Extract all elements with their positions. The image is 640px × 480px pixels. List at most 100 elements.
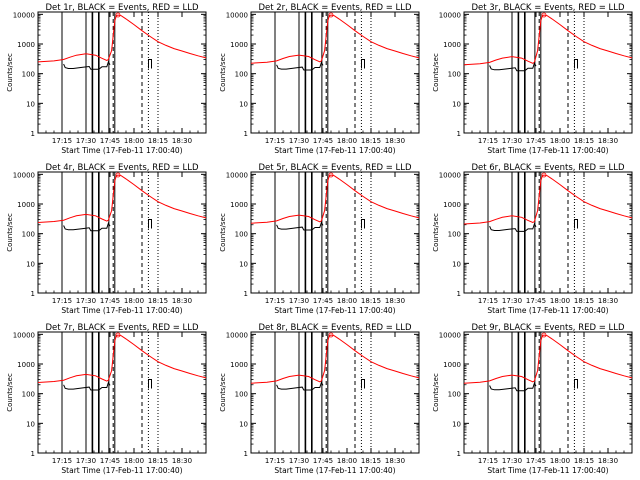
lld-series-line [37,334,207,383]
y-tick-label: 100 [448,71,461,79]
x-tick-label: 18:00 [550,297,570,305]
x-tick-label: 17:15 [265,297,285,305]
events-fragment [361,59,365,69]
panel-title: Det 7r, BLACK = Events, RED = LLD [45,323,199,333]
x-tick-label: 18:15 [574,137,594,145]
x-tick-label: 18:00 [124,457,144,465]
y-tick-label: 10 [26,420,35,428]
events-series-line [489,381,537,392]
y-tick-label: 1000 [230,361,248,369]
y-axis-label: Counts/sec [219,53,227,92]
events-fragment [148,219,152,229]
lld-series-line [463,14,633,66]
y-tick-label: 1000 [443,41,461,49]
x-tick-label: 18:15 [361,457,381,465]
plot-frame [37,171,207,294]
events-series-line [489,222,537,232]
y-tick-label: 1000 [443,201,461,209]
x-tick-label: 17:30 [502,457,522,465]
y-tick-label: 100 [448,231,461,239]
x-tick-label: 17:30 [502,137,522,145]
x-tick-label: 17:45 [313,457,333,465]
y-tick-label: 10000 [439,11,461,19]
x-tick-label: 17:15 [265,457,285,465]
events-fragment [148,379,152,389]
lld-peak-marker [115,172,121,178]
x-axis-label: Start Time (17-Feb-11 17:00:40) [487,466,608,475]
x-tick-label: 17:15 [478,297,498,305]
panel-title: Det 6r, BLACK = Events, RED = LLD [471,163,625,173]
y-tick-label: 10000 [226,11,248,19]
x-tick-label: 18:00 [550,137,570,145]
panel-chart: Det 1r, BLACK = Events, RED = LLD 1 10 100 1… [6,3,207,155]
events-fragment [148,59,152,69]
x-tick-label: 18:15 [361,297,381,305]
lld-peak-marker [115,332,121,338]
x-tick-label: 17:15 [478,137,498,145]
y-tick-label: 10000 [13,331,35,339]
y-tick-label: 1 [457,450,461,458]
y-tick-label: 1000 [17,361,35,369]
x-tick-label: 18:30 [172,297,192,305]
x-tick-label: 17:30 [289,137,309,145]
y-axis-label: Counts/sec [219,373,227,412]
x-tick-label: 17:45 [526,137,546,145]
y-tick-label: 1 [31,450,35,458]
events-fragment [361,219,365,229]
y-tick-label: 10 [452,420,461,428]
x-tick-label: 17:30 [289,297,309,305]
x-tick-label: 18:15 [148,457,168,465]
x-axis-label: Start Time (17-Feb-11 17:00:40) [274,146,395,155]
panel-title: Det 8r, BLACK = Events, RED = LLD [258,323,412,333]
detector-panel: Det 4r, BLACK = Events, RED = LLD 1 10 100 1… [0,160,213,320]
x-tick-label: 18:30 [598,457,618,465]
y-tick-label: 1 [457,290,461,298]
events-series-line [63,60,111,70]
y-tick-label: 1 [31,290,35,298]
events-series-line [276,381,324,391]
panel-title: Det 1r, BLACK = Events, RED = LLD [45,3,199,13]
plot-frame [463,171,633,294]
plot-frame [250,171,420,294]
x-tick-label: 17:30 [76,137,96,145]
lld-series-line [250,14,420,64]
y-tick-label: 1 [457,130,461,138]
panel-chart: Det 3r, BLACK = Events, RED = LLD 1 10 100 1… [432,3,633,155]
y-tick-label: 100 [235,231,248,239]
panel-chart: Det 5r, BLACK = Events, RED = LLD 1 10 100 1… [219,163,420,315]
x-tick-label: 18:30 [598,137,618,145]
events-fragment [574,59,578,69]
y-tick-label: 100 [22,71,35,79]
x-tick-label: 17:30 [502,297,522,305]
x-tick-label: 18:00 [550,457,570,465]
events-fragment [361,379,365,389]
y-tick-label: 1000 [443,361,461,369]
detector-panel: Det 6r, BLACK = Events, RED = LLD 1 10 100 1… [426,160,639,320]
detector-panel: Det 9r, BLACK = Events, RED = LLD 1 10 100 1… [426,320,639,480]
x-tick-label: 18:15 [361,137,381,145]
detector-panel: Det 2r, BLACK = Events, RED = LLD 1 10 100 1… [213,0,426,160]
plot-frame [250,331,420,454]
lld-series-line [250,174,420,224]
y-tick-label: 1 [244,130,248,138]
y-axis-label: Counts/sec [6,373,14,412]
panel-title: Det 9r, BLACK = Events, RED = LLD [471,323,625,333]
y-tick-label: 100 [235,391,248,399]
lld-series-line [37,174,207,223]
x-tick-label: 17:45 [100,297,120,305]
detector-panel: Det 7r, BLACK = Events, RED = LLD 1 10 100 1… [0,320,213,480]
panel-title: Det 5r, BLACK = Events, RED = LLD [258,163,412,173]
x-tick-label: 18:30 [385,297,405,305]
panel-chart: Det 6r, BLACK = Events, RED = LLD 1 10 100 1… [432,163,633,315]
y-tick-label: 100 [22,231,35,239]
x-tick-label: 18:00 [337,297,357,305]
events-series-line [63,221,111,232]
y-tick-label: 1000 [17,41,35,49]
lld-series-line [463,174,633,225]
lld-peak-marker [328,332,334,338]
detector-panel: Det 8r, BLACK = Events, RED = LLD 1 10 100 1… [213,320,426,480]
x-tick-label: 17:45 [100,137,120,145]
x-tick-label: 17:45 [313,137,333,145]
panel-title: Det 2r, BLACK = Events, RED = LLD [258,3,412,13]
x-tick-label: 17:45 [526,457,546,465]
